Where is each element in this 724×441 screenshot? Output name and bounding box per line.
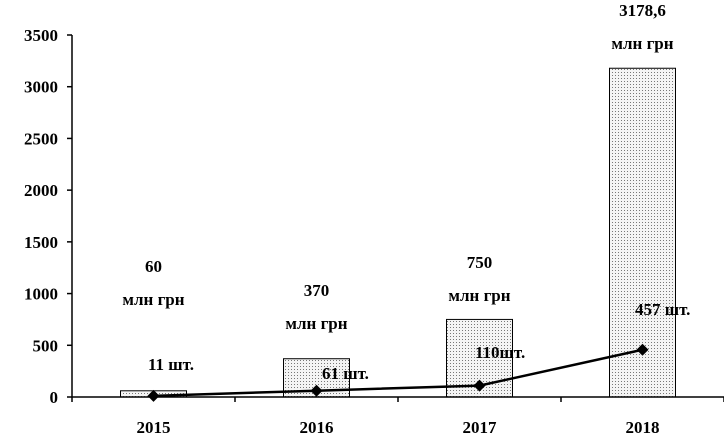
- count-marker-2015: [147, 389, 160, 402]
- bar-value-label: 750: [467, 253, 493, 272]
- count-value-label: 110шт.: [475, 343, 525, 362]
- bar-value-label: млн грн: [122, 290, 184, 309]
- bar-value-label: 60: [145, 257, 162, 276]
- bar-2018: [609, 67, 676, 398]
- x-tick-label: 2015: [137, 418, 171, 437]
- count-line: [153, 348, 643, 398]
- labels-layer: 60 млн грн 370 млн грн 750 млн грн 3178,6 млн г…: [122, 1, 690, 383]
- x-tick-label: 2018: [626, 418, 660, 437]
- count-value-label: 11 шт.: [148, 355, 194, 374]
- y-tick-label: 1000: [24, 285, 58, 304]
- y-tick-label: 3000: [24, 78, 58, 97]
- bar-value-label: 370: [304, 281, 330, 300]
- bar-value-label: млн грн: [285, 314, 347, 333]
- count-marker-2018: [636, 343, 649, 356]
- bar-value-label: млн грн: [611, 34, 673, 53]
- y-tick-label: 0: [50, 388, 59, 407]
- y-tick-label: 3500: [24, 26, 58, 45]
- count-value-label: 61 шт.: [322, 364, 369, 383]
- y-tick-label: 2000: [24, 181, 58, 200]
- axes-layer: 0 500 1000 1500 2000 2500 3000 3500 2015 2016 2017…: [24, 26, 724, 437]
- count-marker-2017: [473, 379, 486, 392]
- line-layer: [147, 343, 649, 402]
- y-tick-label: 1500: [24, 233, 58, 252]
- y-tick-label: 2500: [24, 129, 58, 148]
- x-tick-label: 2016: [300, 418, 334, 437]
- bar-value-label: млн грн: [448, 286, 510, 305]
- count-marker-2016: [310, 384, 323, 397]
- bars-layer: [120, 67, 676, 398]
- count-value-label: 457 шт.: [635, 300, 690, 319]
- x-tick-label: 2017: [463, 418, 498, 437]
- bar-value-label: 3178,6: [619, 1, 666, 20]
- y-tick-label: 500: [33, 336, 59, 355]
